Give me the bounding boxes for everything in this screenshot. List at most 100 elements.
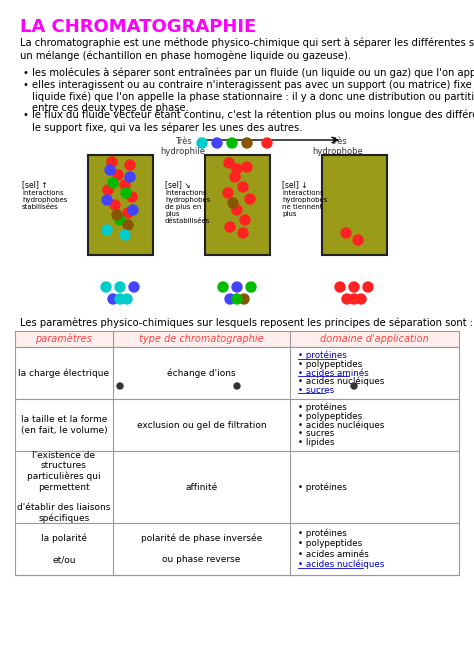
Circle shape xyxy=(245,194,255,204)
Circle shape xyxy=(225,222,235,232)
Circle shape xyxy=(225,294,235,304)
Circle shape xyxy=(120,180,130,190)
Text: Interactions
hydrophobes
de plus en
plus
déstabilisées: Interactions hydrophobes de plus en plus… xyxy=(165,190,210,224)
Circle shape xyxy=(197,138,207,148)
Text: La chromatographie est une méthode physico-chimique qui sert à séparer les diffé: La chromatographie est une méthode physi… xyxy=(20,38,474,61)
Bar xyxy=(205,155,270,255)
Circle shape xyxy=(242,138,252,148)
Text: • polypeptides: • polypeptides xyxy=(298,539,363,548)
Text: • protéines: • protéines xyxy=(298,351,347,360)
Circle shape xyxy=(120,230,130,240)
Text: échange d'ions: échange d'ions xyxy=(167,369,236,378)
Circle shape xyxy=(353,235,363,245)
Text: • acides aminés: • acides aminés xyxy=(298,369,369,377)
Circle shape xyxy=(108,294,118,304)
Circle shape xyxy=(102,195,112,205)
Circle shape xyxy=(128,205,138,215)
Circle shape xyxy=(335,282,345,292)
Circle shape xyxy=(117,383,123,389)
Bar xyxy=(115,355,125,369)
Text: type de chromatographie: type de chromatographie xyxy=(139,334,264,344)
Text: • acides nucléiques: • acides nucléiques xyxy=(298,560,385,570)
Text: •: • xyxy=(23,110,29,120)
Text: affinité: affinité xyxy=(185,482,218,492)
Text: • protéines: • protéines xyxy=(298,529,347,538)
Circle shape xyxy=(129,282,139,292)
Circle shape xyxy=(107,157,117,167)
Bar xyxy=(349,355,359,369)
Text: • polypeptides: • polypeptides xyxy=(298,360,363,368)
Circle shape xyxy=(127,192,137,202)
Circle shape xyxy=(239,294,249,304)
Text: •: • xyxy=(23,68,29,78)
Circle shape xyxy=(262,138,272,148)
Text: les molécules à séparer sont entraînées par un fluide (un liquide ou un gaz) que: les molécules à séparer sont entraînées … xyxy=(32,68,474,78)
Text: • protéines: • protéines xyxy=(298,403,347,413)
Bar xyxy=(15,331,459,347)
Text: domaine d'application: domaine d'application xyxy=(320,334,429,344)
Text: • lipides: • lipides xyxy=(298,438,335,447)
Text: la polarité

et/ou: la polarité et/ou xyxy=(41,534,87,564)
Circle shape xyxy=(341,228,351,238)
Circle shape xyxy=(349,282,359,292)
Text: l'existence de
structures
particulières qui
permettent

d'établir des liaisons
s: l'existence de structures particulières … xyxy=(17,451,110,523)
Circle shape xyxy=(105,165,115,175)
Circle shape xyxy=(125,160,135,170)
Text: • acides nucléiques: • acides nucléiques xyxy=(298,420,385,429)
Circle shape xyxy=(115,282,125,292)
Circle shape xyxy=(113,170,123,180)
Circle shape xyxy=(101,282,111,292)
Bar xyxy=(88,155,153,255)
Circle shape xyxy=(103,185,113,195)
Circle shape xyxy=(234,383,240,389)
Circle shape xyxy=(218,282,228,292)
Text: • protéines: • protéines xyxy=(298,482,347,492)
Circle shape xyxy=(212,138,222,148)
Text: • acides nucléiques: • acides nucléiques xyxy=(298,377,385,387)
Circle shape xyxy=(122,294,132,304)
Circle shape xyxy=(232,164,242,174)
Circle shape xyxy=(363,282,373,292)
Circle shape xyxy=(349,294,359,304)
Circle shape xyxy=(351,383,357,389)
Text: • sucres: • sucres xyxy=(298,429,335,438)
Circle shape xyxy=(123,220,133,230)
Text: Très
hydrophile: Très hydrophile xyxy=(161,137,206,156)
Circle shape xyxy=(112,210,122,220)
Circle shape xyxy=(224,158,234,168)
Text: [sel] ↓: [sel] ↓ xyxy=(282,180,308,189)
Circle shape xyxy=(242,162,252,172)
Bar xyxy=(15,451,459,523)
Circle shape xyxy=(232,205,242,215)
Bar xyxy=(15,347,459,399)
Circle shape xyxy=(223,188,233,198)
Circle shape xyxy=(230,172,240,182)
Circle shape xyxy=(125,172,135,182)
Text: polarité de phase inversée

ou phase reverse: polarité de phase inversée ou phase reve… xyxy=(141,534,262,564)
Text: • acides aminés: • acides aminés xyxy=(298,549,369,559)
Circle shape xyxy=(232,294,242,304)
Circle shape xyxy=(110,200,120,210)
Text: Interactions
hydrophobes
stabilisées: Interactions hydrophobes stabilisées xyxy=(22,190,67,210)
Text: Interactions
hydrophobes
ne tiennent
plus: Interactions hydrophobes ne tiennent plu… xyxy=(282,190,328,217)
Text: la taille et la forme
(en fait, le volume): la taille et la forme (en fait, le volum… xyxy=(20,415,107,435)
Circle shape xyxy=(227,138,237,148)
Text: [sel] ↘: [sel] ↘ xyxy=(165,180,191,189)
Circle shape xyxy=(121,188,131,198)
Circle shape xyxy=(115,215,125,225)
Circle shape xyxy=(232,282,242,292)
Text: la charge électrique: la charge électrique xyxy=(18,369,109,378)
Circle shape xyxy=(356,294,366,304)
Text: [sel] ↑: [sel] ↑ xyxy=(22,180,47,189)
Circle shape xyxy=(238,182,248,192)
Text: elles interagissent ou au contraire n'interagissent pas avec un support (ou matr: elles interagissent ou au contraire n'in… xyxy=(32,80,474,113)
Circle shape xyxy=(123,208,133,218)
Text: exclusion ou gel de filtration: exclusion ou gel de filtration xyxy=(137,421,266,429)
Text: paramètres: paramètres xyxy=(36,334,92,344)
Bar xyxy=(15,523,459,575)
Circle shape xyxy=(246,282,256,292)
Text: •: • xyxy=(23,80,29,90)
Circle shape xyxy=(108,178,118,188)
Text: LA CHROMATOGRAPHIE: LA CHROMATOGRAPHIE xyxy=(20,18,256,36)
Circle shape xyxy=(115,294,125,304)
